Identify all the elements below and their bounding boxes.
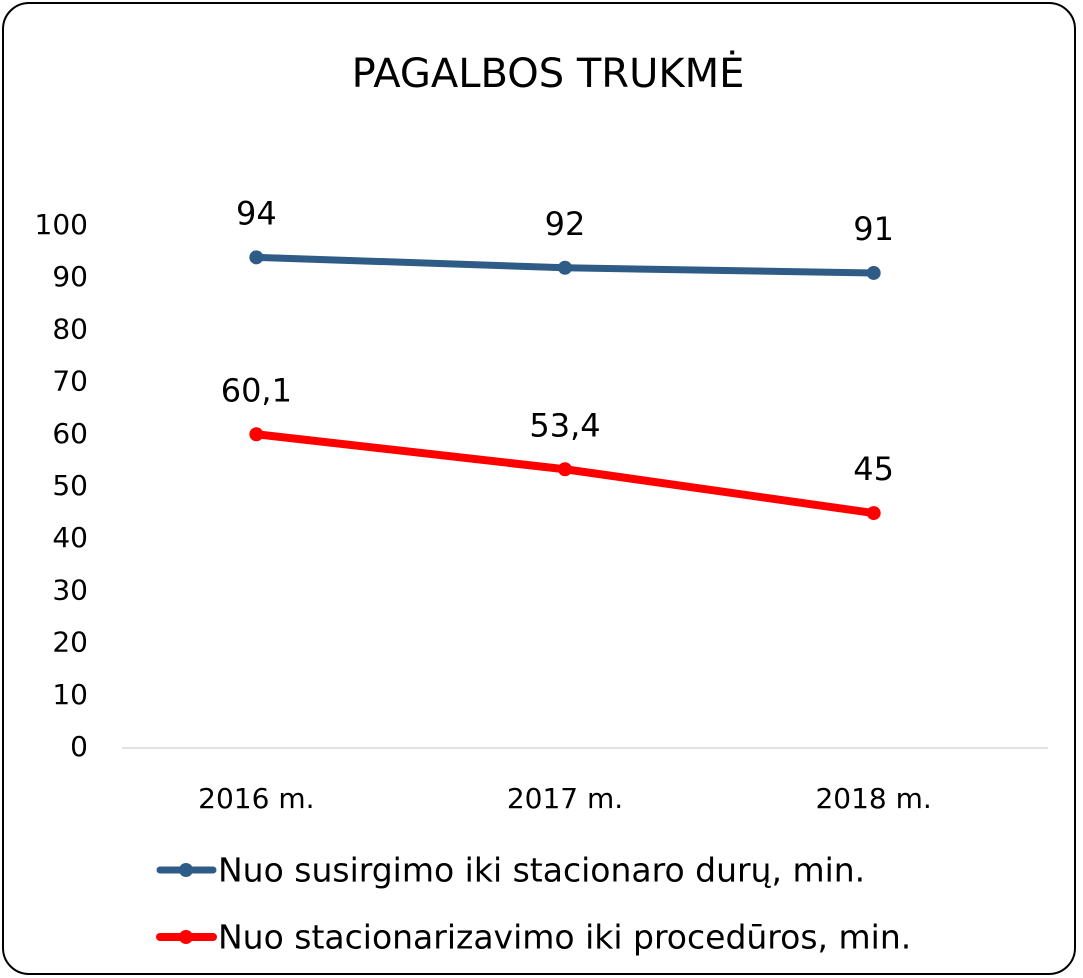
legend-label: Nuo susirgimo iki stacionaro durų, min.	[218, 851, 865, 890]
legend-label: Nuo stacionarizavimo iki procedūros, min…	[218, 918, 911, 957]
x-tick-label: 2017 m.	[507, 782, 623, 815]
data-point	[558, 462, 572, 477]
y-tick-label: 10	[52, 678, 88, 711]
data-point	[866, 265, 881, 280]
y-tick-label: 80	[52, 312, 88, 345]
data-label: 94	[236, 194, 277, 232]
data-point	[558, 260, 572, 275]
legend-marker	[179, 930, 193, 944]
x-tick-label: 2016 m.	[198, 782, 314, 815]
data-point	[249, 250, 264, 265]
y-tick-label: 40	[52, 521, 88, 554]
data-label: 91	[853, 210, 894, 248]
y-tick-label: 30	[52, 573, 88, 606]
legend-marker	[179, 863, 193, 877]
data-label: 45	[853, 450, 894, 488]
data-label: 92	[545, 205, 586, 243]
x-tick-label: 2018 m.	[815, 782, 931, 815]
y-tick-label: 20	[52, 626, 88, 659]
data-label: 60,1	[221, 371, 292, 409]
y-tick-label: 50	[52, 469, 88, 502]
chart-title: PAGALBOS TRUKMĖ	[352, 49, 745, 97]
data-label: 53,4	[529, 406, 600, 444]
data-point	[249, 427, 264, 442]
y-tick-label: 100	[35, 208, 88, 241]
data-point	[866, 506, 881, 521]
y-tick-label: 0	[70, 730, 88, 763]
y-tick-label: 60	[52, 417, 88, 450]
y-tick-label: 90	[52, 260, 88, 293]
y-tick-label: 70	[52, 365, 88, 398]
